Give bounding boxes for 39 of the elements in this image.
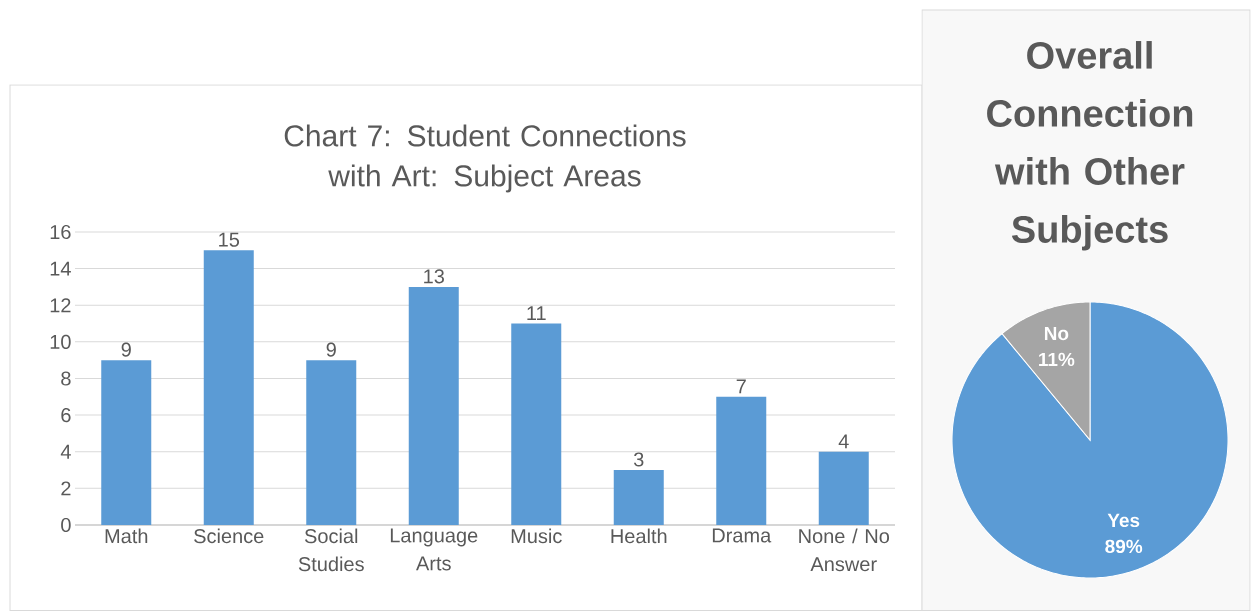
y-tick-label: 14 [50, 261, 71, 276]
data-label: 11% [1039, 352, 1075, 367]
bar [818, 451, 869, 525]
data-label: 11 [527, 306, 546, 321]
y-tick-label: 4 [60, 444, 71, 459]
bar [408, 286, 459, 525]
bar [306, 360, 357, 525]
slice-label: No [1044, 326, 1069, 341]
x-tick-label: Music [511, 528, 562, 544]
y-tick-label: 12 [50, 298, 71, 313]
slice-label: Yes [1107, 513, 1140, 528]
y-tick-label: 2 [61, 481, 71, 496]
x-tick-label: Language Arts [390, 528, 478, 571]
y-tick-label: 0 [61, 517, 71, 533]
x-tick-label: None / No Answer [799, 528, 890, 572]
bar [203, 250, 254, 525]
data-label: 89% [1105, 539, 1143, 554]
y-tick-label: 6 [61, 408, 71, 423]
data-label: 4 [838, 434, 849, 449]
data-label: 3 [633, 452, 644, 467]
bar [716, 396, 767, 525]
x-tick-label: Social Studies [298, 528, 364, 572]
x-tick-label: Math [105, 528, 148, 544]
data-label: 15 [219, 232, 240, 247]
data-label: 7 [736, 379, 746, 394]
x-tick-label: Science [194, 528, 264, 544]
data-label: 13 [424, 269, 444, 284]
data-label: 9 [121, 342, 131, 357]
y-tick-label: 10 [50, 334, 71, 349]
chart-title: Overall Connection with Other Subjects [987, 41, 1193, 251]
y-tick-label: 16 [50, 224, 71, 240]
bar [511, 323, 562, 525]
chart-title: Chart 7: Student Connections with Art: Subject Areas [284, 124, 686, 193]
x-tick-label: Health [611, 528, 667, 544]
x-tick-label: Drama [712, 528, 772, 543]
bar [613, 470, 664, 525]
data-label: 9 [326, 342, 336, 357]
y-tick-label: 8 [61, 371, 71, 386]
bar [101, 360, 152, 525]
